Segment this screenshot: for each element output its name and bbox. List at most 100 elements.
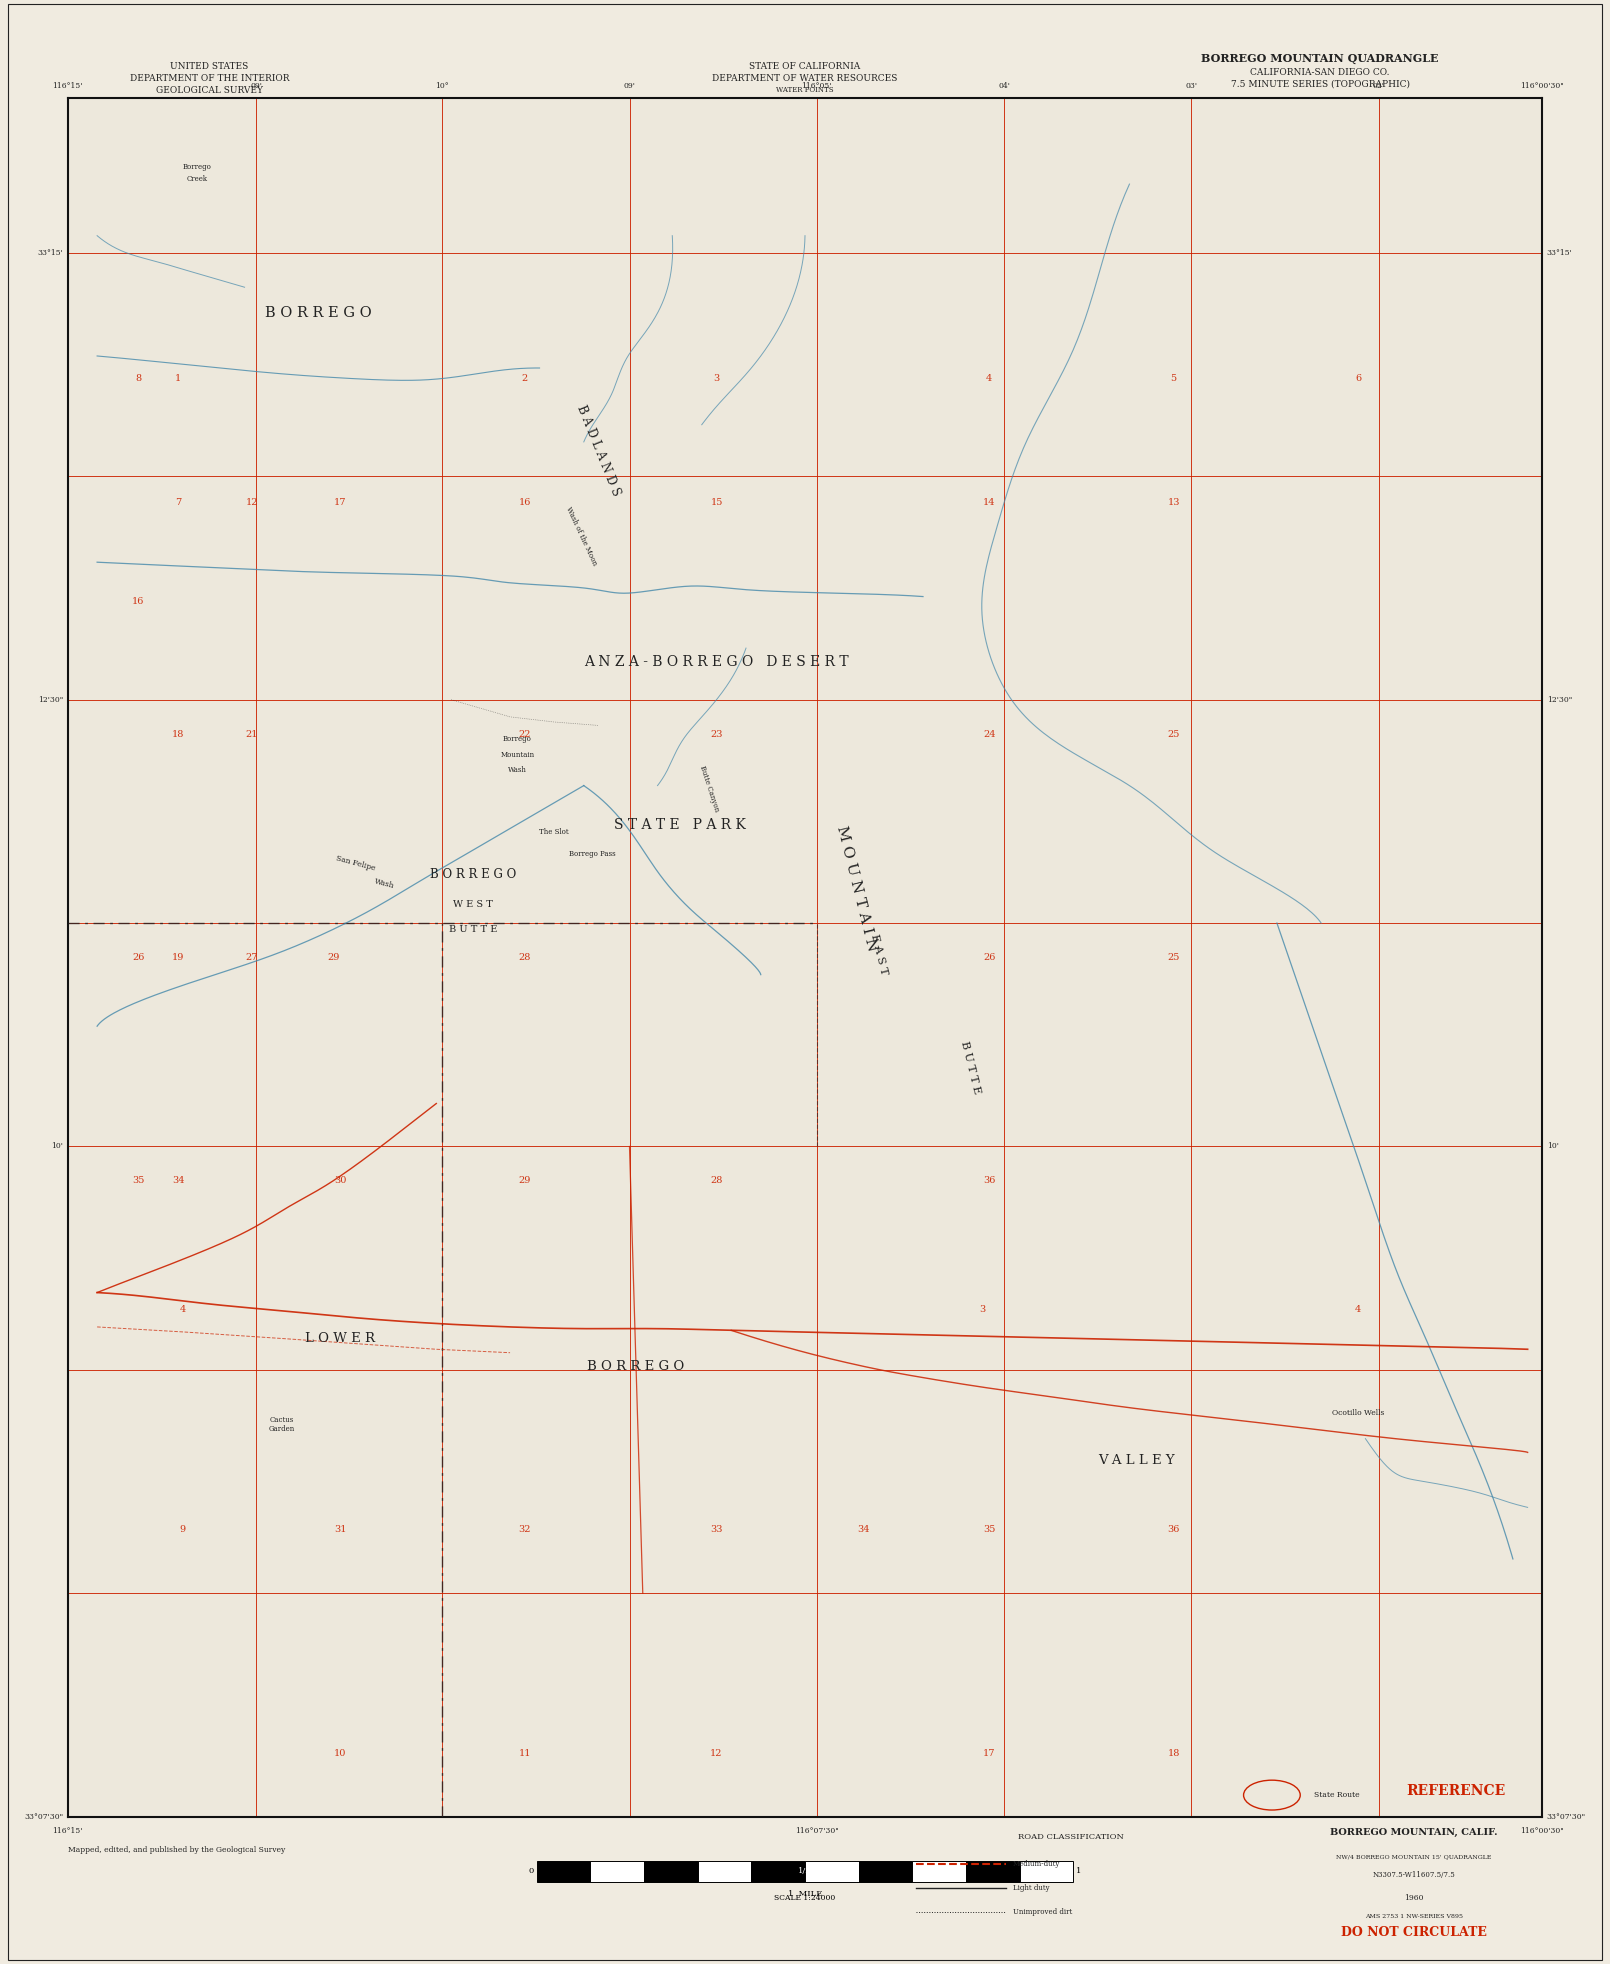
Text: WATER POINTS: WATER POINTS — [776, 86, 834, 94]
Text: 23: 23 — [710, 729, 723, 738]
Text: DEPARTMENT OF THE INTERIOR: DEPARTMENT OF THE INTERIOR — [129, 75, 290, 82]
Text: 4: 4 — [180, 1306, 185, 1314]
Text: DEPARTMENT OF WATER RESOURCES: DEPARTMENT OF WATER RESOURCES — [712, 75, 898, 82]
Text: 30: 30 — [335, 1176, 346, 1186]
Text: 4: 4 — [987, 373, 992, 383]
Text: Mapped, edited, and published by the Geological Survey: Mapped, edited, and published by the Geo… — [68, 1846, 285, 1854]
Text: B U T T E: B U T T E — [449, 925, 497, 935]
Text: 33°07'30": 33°07'30" — [1547, 1813, 1586, 1821]
Text: 12'30": 12'30" — [1547, 695, 1571, 703]
Text: 10°: 10° — [435, 82, 449, 90]
Bar — [591, 1862, 644, 1882]
Text: 36: 36 — [984, 1176, 995, 1186]
Text: 17: 17 — [335, 497, 346, 507]
Text: 22: 22 — [518, 729, 531, 738]
Text: 1: 1 — [175, 373, 182, 383]
Bar — [1019, 1862, 1074, 1882]
Text: 26: 26 — [132, 953, 145, 962]
Text: BORREGO MOUNTAIN, CALIF.: BORREGO MOUNTAIN, CALIF. — [1330, 1828, 1497, 1836]
Text: 35: 35 — [984, 1526, 995, 1534]
Text: 3: 3 — [979, 1306, 985, 1314]
Text: Borrego Pass: Borrego Pass — [570, 850, 617, 858]
Text: 32: 32 — [518, 1526, 531, 1534]
Text: M O U N T A I N: M O U N T A I N — [834, 825, 879, 953]
Text: Unimproved dirt: Unimproved dirt — [1013, 1907, 1072, 1915]
Text: B U T T E: B U T T E — [960, 1039, 982, 1096]
Text: 14: 14 — [984, 497, 995, 507]
Text: Light duty: Light duty — [1013, 1883, 1050, 1891]
Text: 7.5 MINUTE SERIES (TOPOGRAPHIC): 7.5 MINUTE SERIES (TOPOGRAPHIC) — [1230, 81, 1410, 88]
Text: AMS 2753 1 NW-SERIES V895: AMS 2753 1 NW-SERIES V895 — [1365, 1913, 1462, 1919]
Text: 4: 4 — [1356, 1306, 1360, 1314]
Text: Creek: Creek — [187, 175, 208, 183]
Text: 33°07'30": 33°07'30" — [24, 1813, 63, 1821]
Text: 1960: 1960 — [1404, 1893, 1423, 1901]
Bar — [752, 1862, 805, 1882]
Text: 18: 18 — [1167, 1748, 1180, 1758]
Text: 03': 03' — [1185, 82, 1198, 90]
Text: B O R R E G O: B O R R E G O — [266, 306, 372, 320]
Text: 26: 26 — [984, 953, 995, 962]
Text: ROAD CLASSIFICATION: ROAD CLASSIFICATION — [1018, 1832, 1124, 1840]
Text: SCALE 1:24000: SCALE 1:24000 — [774, 1893, 836, 1901]
Text: W E S T: W E S T — [454, 900, 493, 909]
Text: 2: 2 — [522, 373, 528, 383]
Text: B O R R E G O: B O R R E G O — [430, 868, 517, 882]
Text: 34: 34 — [172, 1176, 185, 1186]
Text: 33°15': 33°15' — [37, 249, 63, 257]
Text: BORREGO MOUNTAIN QUADRANGLE: BORREGO MOUNTAIN QUADRANGLE — [1201, 53, 1439, 65]
Text: Cactus
Garden: Cactus Garden — [269, 1416, 295, 1434]
Text: Borrego: Borrego — [184, 163, 213, 171]
Text: Wash: Wash — [374, 878, 396, 890]
Text: 16: 16 — [132, 597, 145, 607]
Text: Wash of the Moon: Wash of the Moon — [564, 505, 597, 568]
Text: REFERENCE: REFERENCE — [1407, 1785, 1505, 1799]
Text: 25: 25 — [1167, 953, 1180, 962]
Text: 3: 3 — [713, 373, 720, 383]
Text: State Route: State Route — [1314, 1791, 1360, 1799]
Text: 1: 1 — [1075, 1868, 1082, 1876]
Text: 18: 18 — [172, 729, 185, 738]
Text: 09': 09' — [623, 82, 636, 90]
Text: 116°05': 116°05' — [802, 82, 832, 90]
Bar — [805, 1862, 858, 1882]
Text: Butte Canyon: Butte Canyon — [697, 764, 720, 813]
Text: 28: 28 — [710, 1176, 723, 1186]
Text: 24: 24 — [984, 729, 995, 738]
Text: DO NOT CIRCULATE: DO NOT CIRCULATE — [1341, 1927, 1486, 1938]
Text: CALIFORNIA-SAN DIEGO CO.: CALIFORNIA-SAN DIEGO CO. — [1251, 69, 1389, 77]
Text: 21: 21 — [246, 729, 258, 738]
Text: 10: 10 — [335, 1748, 346, 1758]
Text: 10': 10' — [52, 1143, 63, 1151]
Text: 17: 17 — [984, 1748, 995, 1758]
Text: 36: 36 — [1167, 1526, 1180, 1534]
Text: 25: 25 — [1167, 729, 1180, 738]
Text: San Felipe: San Felipe — [335, 854, 375, 872]
Text: 12: 12 — [246, 497, 258, 507]
Text: 27: 27 — [246, 953, 258, 962]
Text: 34: 34 — [858, 1526, 871, 1534]
Text: 28: 28 — [518, 953, 531, 962]
Bar — [858, 1862, 913, 1882]
Text: 31: 31 — [335, 1526, 346, 1534]
Text: 12'30": 12'30" — [39, 695, 63, 703]
Text: Borrego: Borrego — [502, 735, 531, 742]
Text: 16: 16 — [518, 497, 531, 507]
Text: V A L L E Y: V A L L E Y — [1098, 1455, 1175, 1467]
Text: 5: 5 — [1170, 373, 1177, 383]
Text: 13: 13 — [1167, 497, 1180, 507]
Text: 10': 10' — [1547, 1143, 1558, 1151]
Text: 04': 04' — [998, 82, 1009, 90]
Text: 116°15': 116°15' — [53, 1827, 82, 1834]
Text: Mountain: Mountain — [501, 750, 535, 758]
Text: GEOLOGICAL SURVEY: GEOLOGICAL SURVEY — [156, 86, 262, 94]
Text: Ocotillo Wells: Ocotillo Wells — [1331, 1408, 1385, 1416]
Text: 1/2: 1/2 — [799, 1868, 811, 1876]
Text: 116°00'30": 116°00'30" — [1520, 82, 1565, 90]
Text: 7: 7 — [175, 497, 182, 507]
Text: 19: 19 — [172, 953, 185, 962]
Text: 9: 9 — [180, 1526, 185, 1534]
Bar — [644, 1862, 697, 1882]
Text: Wash: Wash — [509, 766, 526, 774]
Text: 0: 0 — [528, 1868, 535, 1876]
